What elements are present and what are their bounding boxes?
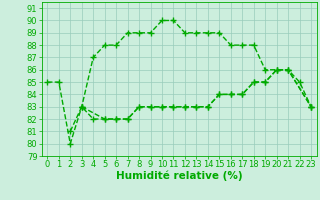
X-axis label: Humidité relative (%): Humidité relative (%) — [116, 171, 243, 181]
